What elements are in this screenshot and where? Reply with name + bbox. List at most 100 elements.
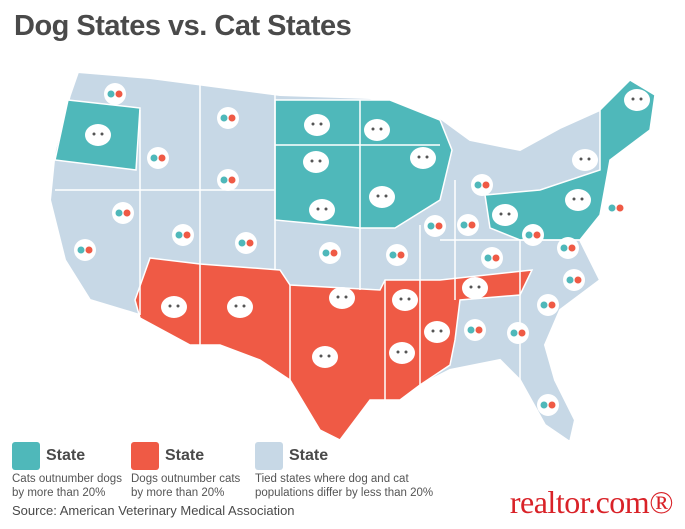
icon [150, 154, 158, 162]
icon [572, 197, 576, 201]
icon [471, 174, 493, 196]
icon [107, 90, 115, 98]
icon [548, 401, 556, 409]
icon [115, 209, 123, 217]
icon [364, 119, 390, 141]
icon [540, 401, 548, 409]
state-borders [55, 80, 600, 400]
icon [435, 222, 443, 230]
icon [624, 89, 650, 111]
icon [608, 204, 616, 212]
icon [560, 244, 568, 252]
icon [484, 254, 492, 262]
legend-description: Dogs outnumber cats by more than 20% [131, 473, 241, 499]
icon [477, 285, 481, 289]
icon [77, 246, 85, 254]
icon [147, 147, 169, 169]
icon [407, 297, 411, 301]
icon [548, 301, 556, 309]
icon [457, 214, 479, 236]
icon [227, 296, 253, 318]
icon [312, 346, 338, 368]
icon [639, 97, 643, 101]
icon [563, 269, 585, 291]
icon [397, 251, 405, 259]
icons [74, 83, 650, 416]
icon [533, 231, 541, 239]
icon [417, 155, 421, 159]
icon [85, 124, 111, 146]
icon [310, 159, 314, 163]
icon [104, 83, 126, 105]
icon [396, 350, 400, 354]
icon [217, 169, 239, 191]
icon [464, 319, 486, 341]
icon [492, 204, 518, 226]
icon [566, 276, 574, 284]
icon [336, 295, 340, 299]
icon [424, 321, 450, 343]
icon [482, 181, 490, 189]
icon [565, 189, 591, 211]
icon [324, 207, 328, 211]
icon [327, 354, 331, 358]
icon [168, 304, 172, 308]
icon [537, 394, 559, 416]
icon [386, 244, 408, 266]
icon [572, 149, 598, 171]
icon [172, 224, 194, 246]
map [48, 70, 657, 440]
icon [540, 301, 548, 309]
icon [344, 295, 348, 299]
icon [399, 297, 403, 301]
legend-description: Tied states where dog and cat population… [255, 473, 434, 499]
icon [303, 151, 329, 173]
icon [176, 304, 180, 308]
icon [410, 147, 436, 169]
icon [492, 254, 500, 262]
source: Source: American Veterinary Medical Asso… [12, 503, 295, 518]
icon [557, 237, 579, 259]
icon [568, 244, 576, 252]
icon [580, 197, 584, 201]
icon [431, 329, 435, 333]
icon [304, 114, 330, 136]
icon [316, 207, 320, 211]
icon [183, 231, 191, 239]
icon [330, 249, 338, 257]
icon [92, 132, 96, 136]
icon [616, 204, 624, 212]
legend-description: Cats outnumber dogs by more than 20% [12, 473, 122, 499]
icon [319, 354, 323, 358]
icon [238, 239, 246, 247]
icon [469, 285, 473, 289]
icon [574, 276, 582, 284]
icon [309, 199, 335, 221]
icon [439, 329, 443, 333]
icon [158, 154, 166, 162]
icon [392, 289, 418, 311]
legend-swatch [12, 442, 40, 470]
icon [525, 231, 533, 239]
icon [235, 232, 257, 254]
icon [379, 127, 383, 131]
icon [389, 342, 415, 364]
icon [475, 326, 483, 334]
icon [100, 132, 104, 136]
logo: realtor.com® [509, 484, 674, 520]
icon [319, 242, 341, 264]
icon [460, 221, 468, 229]
icon [510, 329, 518, 337]
legend-swatch [255, 442, 283, 470]
icon [228, 176, 236, 184]
icon [220, 114, 228, 122]
icon [246, 239, 254, 247]
icon [518, 329, 526, 337]
icon [474, 181, 482, 189]
icon [462, 277, 488, 299]
legend-label: State [165, 447, 205, 464]
icon [112, 202, 134, 224]
icon [85, 246, 93, 254]
icon [522, 224, 544, 246]
